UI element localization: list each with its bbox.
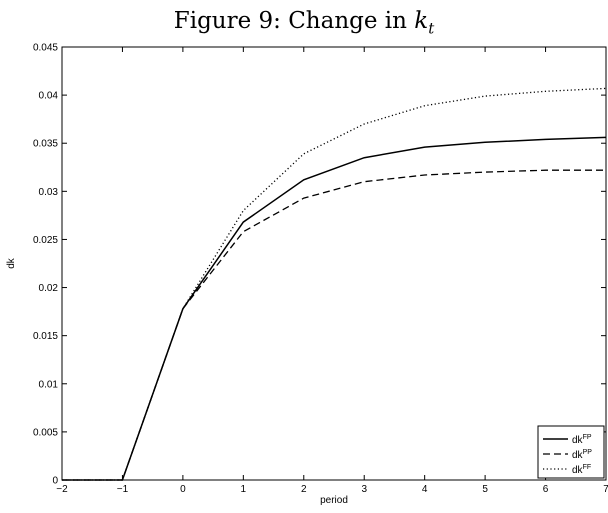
chart-title-prefix: Figure 9: Change in <box>173 8 415 34</box>
y-tick-label: 0.02 <box>39 283 59 294</box>
y-tick-label: 0 <box>52 476 58 487</box>
x-tick-label: 5 <box>482 484 488 495</box>
series-layer <box>62 87 607 481</box>
x-tick-label: 6 <box>543 484 549 495</box>
series-line-ff <box>62 87 607 481</box>
y-tick-label: 0.045 <box>33 43 58 54</box>
x-tick-label: 3 <box>361 484 367 495</box>
x-tick-label: 1 <box>241 484 247 495</box>
legend-entry-fp: dkFP <box>572 434 592 446</box>
y-axis-label: dk <box>6 257 17 269</box>
plot-frame <box>61 46 607 481</box>
x-tick-label: 4 <box>422 484 428 495</box>
x-tick-label: −1 <box>117 484 129 495</box>
series-line-fp <box>62 136 607 481</box>
axes: −2 −1 0 1 2 3 4 5 6 7 0 0.005 0.01 0.015 0.02 0.025 0.03… <box>33 43 608 496</box>
legend-entry-ff: dkFF <box>572 464 591 476</box>
y-tick-label: 0.03 <box>39 187 59 198</box>
y-tick-label: 0.01 <box>39 379 59 390</box>
legend-box <box>537 425 605 479</box>
y-tick-label: 0.04 <box>39 91 59 102</box>
x-tick-label: 7 <box>603 484 608 495</box>
x-tick-label: 0 <box>180 484 186 495</box>
legend-entry-pp: dkPP <box>572 449 592 461</box>
series-line-pp <box>62 169 606 481</box>
y-tick-label: 0.025 <box>33 235 58 246</box>
chart-title-subscript: t <box>428 19 435 38</box>
y-tick-label: 0.035 <box>33 139 58 150</box>
x-axis-label: period <box>320 495 348 506</box>
x-tick-label: −2 <box>56 484 68 495</box>
x-tick-label: 2 <box>301 484 307 495</box>
chart-title: Figure 9: Change in kt <box>0 8 608 38</box>
chart-title-math: k <box>414 8 429 34</box>
y-tick-label: 0.005 <box>33 427 58 438</box>
legend: dkFP dkPP dkFF <box>537 425 605 479</box>
y-tick-label: 0.015 <box>33 331 58 342</box>
